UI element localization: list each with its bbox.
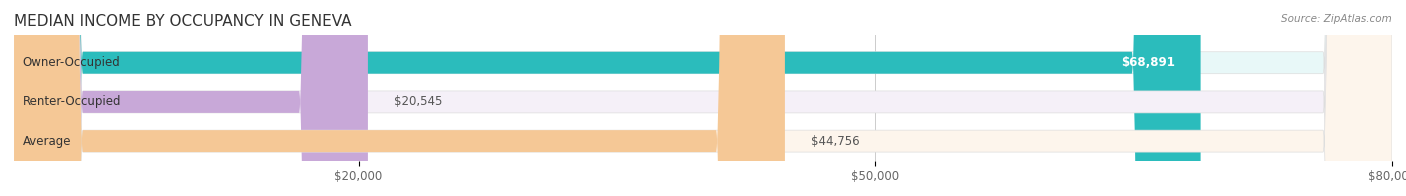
Text: $44,756: $44,756	[811, 135, 859, 148]
Text: Renter-Occupied: Renter-Occupied	[22, 95, 121, 108]
Text: MEDIAN INCOME BY OCCUPANCY IN GENEVA: MEDIAN INCOME BY OCCUPANCY IN GENEVA	[14, 14, 352, 29]
FancyBboxPatch shape	[14, 0, 1201, 196]
Text: $68,891: $68,891	[1121, 56, 1175, 69]
FancyBboxPatch shape	[14, 0, 1392, 196]
Text: Average: Average	[22, 135, 72, 148]
FancyBboxPatch shape	[14, 0, 1392, 196]
FancyBboxPatch shape	[14, 0, 368, 196]
FancyBboxPatch shape	[14, 0, 785, 196]
Text: Source: ZipAtlas.com: Source: ZipAtlas.com	[1281, 14, 1392, 24]
Text: Owner-Occupied: Owner-Occupied	[22, 56, 121, 69]
FancyBboxPatch shape	[14, 0, 1392, 196]
Text: $20,545: $20,545	[394, 95, 441, 108]
